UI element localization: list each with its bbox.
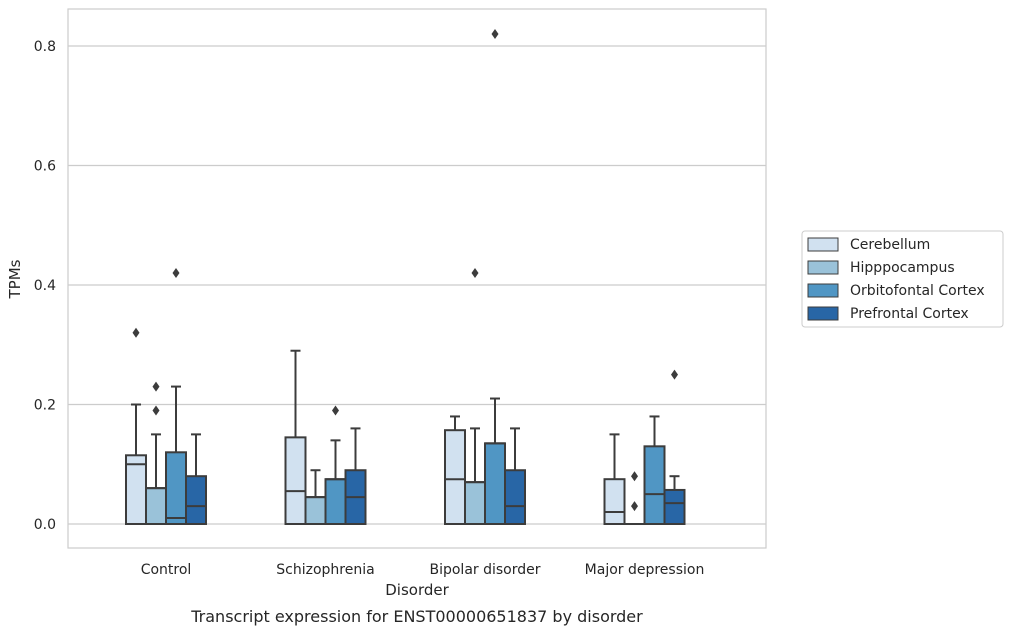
box (643, 445, 666, 526)
legend-swatch (807, 306, 839, 321)
chart-caption: Transcript expression for ENST0000065183… (190, 607, 643, 626)
legend-swatch (807, 283, 839, 298)
box (484, 442, 506, 525)
legend-label: Cerebellum (850, 237, 930, 253)
box-orbitofontal-cortex (643, 415, 666, 526)
legend-swatch (807, 260, 839, 275)
box-prefrontal-cortex (504, 427, 526, 526)
outlier-point (631, 501, 638, 512)
y-tick-label: 0.2 (34, 398, 56, 414)
y-tick-label: 0.8 (34, 39, 56, 55)
box (304, 496, 327, 525)
legend-label: Hipppocampus (850, 260, 955, 276)
box-prefrontal-cortex (344, 427, 367, 526)
box-cerebellum (125, 327, 147, 526)
legend-frame (801, 230, 1004, 328)
outlier-point (631, 471, 638, 482)
box-hipppocampus (304, 469, 327, 525)
y-tick-label: 0.4 (34, 278, 56, 294)
y-tick-labels: 0.0 0.2 0.4 0.6 0.8 (34, 39, 56, 533)
legend-swatch (807, 237, 839, 252)
box (185, 475, 207, 526)
box (284, 436, 307, 525)
box (125, 454, 147, 526)
box (165, 451, 187, 525)
box-cerebellum (603, 433, 626, 525)
box-cerebellum (284, 349, 307, 525)
x-tick-label: Schizophrenia (276, 562, 374, 578)
outlier-point (152, 381, 160, 392)
box (663, 488, 686, 526)
x-tick-label: Bipolar disorder (429, 562, 540, 578)
box-hipppocampus (464, 268, 486, 525)
legend: Cerebellum Hipppocampus Orbitofontal Corte… (801, 230, 1004, 328)
box-prefrontal-cortex (185, 433, 207, 526)
box-orbitofontal-cortex (324, 405, 347, 525)
outlier-point (132, 327, 140, 338)
x-tick-labels: Control Schizophrenia Bipolar disorder Majo… (141, 562, 705, 578)
outlier-point (152, 405, 160, 416)
legend-label: Orbitofontal Cortex (850, 283, 985, 299)
box (444, 429, 466, 526)
x-tick-label: Major depression (585, 562, 705, 578)
box-hipppocampus (623, 471, 646, 526)
box (603, 478, 626, 525)
outlier-point (491, 29, 499, 40)
outlier-point (172, 268, 180, 279)
box-orbitofontal-cortex (165, 268, 187, 525)
box-prefrontal-cortex (663, 369, 686, 526)
boxes (125, 29, 686, 526)
y-tick-label: 0.6 (34, 159, 56, 175)
box (464, 481, 486, 525)
legend-label: Prefrontal Cortex (850, 306, 969, 322)
box-hipppocampus (145, 381, 167, 525)
x-axis-label: Disorder (385, 581, 449, 599)
box (145, 487, 167, 525)
outlier-point (332, 405, 339, 416)
plot-frame (67, 8, 767, 549)
box (324, 478, 347, 525)
y-tick-label: 0.0 (34, 517, 56, 533)
outlier-point (671, 369, 678, 380)
outlier-point (471, 268, 479, 279)
x-tick-label: Control (141, 562, 192, 578)
box (504, 469, 526, 526)
box-cerebellum (444, 415, 466, 526)
box-orbitofontal-cortex (484, 29, 506, 525)
y-axis-label: TPMs (6, 259, 24, 299)
